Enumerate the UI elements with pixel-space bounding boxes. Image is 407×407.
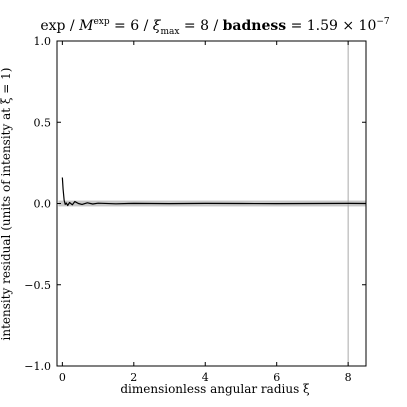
x-tick-label: 0 [59,371,66,384]
chart-title: exp / Mexp = 6 / ξmax = 8 / badness = 1.… [40,17,390,37]
title-badness-exponent: −7 [376,17,390,27]
x-tick-label: 2 [130,371,137,384]
residual-series-line-0 [61,177,367,207]
y-tick-label: 1.0 [34,35,52,48]
title-xi-value: = 8 / [179,18,222,34]
x-axis-ticks: 0 2 4 6 8 [59,41,352,384]
title-m-superscript: exp [93,17,109,27]
x-tick-label: 4 [202,371,209,384]
x-tick-label: 6 [273,371,280,384]
title-m-symbol: M [78,18,94,34]
y-axis-title: intensity residual (units of intensity a… [0,68,13,341]
x-tick-label: 8 [345,371,352,384]
x-axis-title: dimensionless angular radius ξ [120,382,310,396]
title-xi-subscript: max [160,27,179,37]
title-prefix: exp / [40,18,79,34]
title-badness-label: badness [223,18,287,34]
y-tick-label: −0.5 [24,279,51,292]
y-axis-ticks: −1.0 −0.5 0.0 0.5 1.0 [24,35,366,373]
title-xi-symbol: ξ [153,18,162,34]
y-tick-label: −1.0 [24,360,51,373]
title-badness-value: = 1.59 × 10 [286,18,376,34]
y-tick-label: 0.5 [34,116,52,129]
y-tick-label: 0.0 [34,198,52,211]
series-layer [61,177,367,207]
title-m-value: = 6 / [110,18,153,34]
